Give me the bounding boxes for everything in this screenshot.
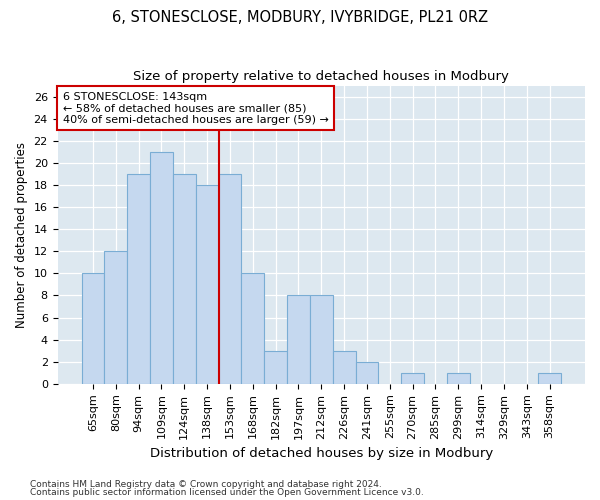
- Text: 6, STONESCLOSE, MODBURY, IVYBRIDGE, PL21 0RZ: 6, STONESCLOSE, MODBURY, IVYBRIDGE, PL21…: [112, 10, 488, 25]
- Bar: [127, 174, 150, 384]
- Bar: [196, 185, 218, 384]
- Text: Contains public sector information licensed under the Open Government Licence v3: Contains public sector information licen…: [30, 488, 424, 497]
- Bar: [401, 373, 424, 384]
- Bar: [264, 350, 287, 384]
- Bar: [82, 274, 104, 384]
- Bar: [218, 174, 241, 384]
- Bar: [332, 350, 356, 384]
- Bar: [104, 252, 127, 384]
- Y-axis label: Number of detached properties: Number of detached properties: [15, 142, 28, 328]
- Text: Contains HM Land Registry data © Crown copyright and database right 2024.: Contains HM Land Registry data © Crown c…: [30, 480, 382, 489]
- Bar: [310, 296, 332, 384]
- Bar: [447, 373, 470, 384]
- X-axis label: Distribution of detached houses by size in Modbury: Distribution of detached houses by size …: [149, 447, 493, 460]
- Bar: [150, 152, 173, 384]
- Bar: [287, 296, 310, 384]
- Bar: [173, 174, 196, 384]
- Text: 6 STONESCLOSE: 143sqm
← 58% of detached houses are smaller (85)
40% of semi-deta: 6 STONESCLOSE: 143sqm ← 58% of detached …: [63, 92, 329, 124]
- Title: Size of property relative to detached houses in Modbury: Size of property relative to detached ho…: [133, 70, 509, 83]
- Bar: [538, 373, 561, 384]
- Bar: [241, 274, 264, 384]
- Bar: [356, 362, 379, 384]
